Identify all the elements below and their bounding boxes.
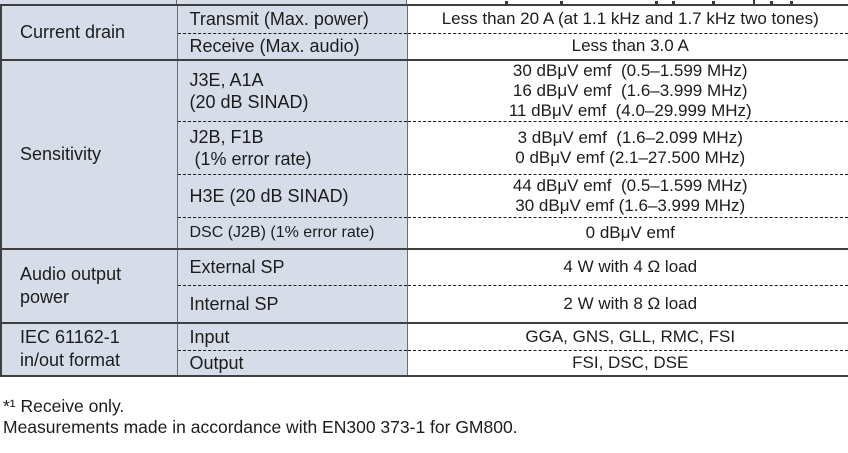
table-row: Current drain Transmit (Max. power) Less… (1, 5, 848, 60)
cropped-row-remnant (0, 0, 848, 4)
footnotes: *¹ Receive only. Measurements made in ac… (3, 396, 518, 438)
column-divider-fragment (176, 0, 177, 4)
spec-value-h3e: 44 dBμV emf (0.5–1.599 MHz) 30 dBμV emf … (407, 174, 848, 218)
table-row: J2B, F1B (1% error rate) 3 dBμV emf (1.6… (1, 121, 848, 175)
column-divider-fragment (406, 0, 407, 4)
table-row: Output FSI, DSC, DSE (1, 350, 848, 376)
category-cell-audio-output-power: Audio output power (1, 247, 178, 323)
specifications-table: Current drain Transmit (Max. power) Less… (0, 4, 848, 377)
spec-label-j2b-f1b: J2B, F1B (1% error rate) (177, 121, 408, 175)
glyph-fragment (770, 1, 773, 4)
spec-label-receive: Receive (Max. audio) (177, 33, 408, 60)
table-row: IEC 61162-1 in/out format Input GGA, GNS… (1, 321, 848, 376)
table-row: DSC (J2B) (1% error rate) 0 dBμV emf (1, 217, 848, 249)
glyph-fragment (712, 1, 715, 4)
table-row: Receive (Max. audio) Less than 3.0 A (1, 33, 848, 60)
spec-label-external-sp: External SP (177, 247, 408, 286)
spec-value-dsc: 0 dBμV emf (407, 217, 848, 249)
table-row: H3E (20 dB SINAD) 44 dBμV emf (0.5–1.599… (1, 174, 848, 218)
spec-value-j3e-a1a: 30 dBμV emf (0.5–1.599 MHz) 16 dBμV emf … (407, 59, 848, 122)
spec-value-input: GGA, GNS, GLL, RMC, FSI (407, 321, 848, 351)
spec-value-j2b-f1b: 3 dBμV emf (1.6–2.099 MHz) 0 dBμV emf (2… (407, 121, 848, 175)
spec-label-dsc: DSC (J2B) (1% error rate) (177, 217, 408, 249)
table-row: Internal SP 2 W with 8 Ω load (1, 285, 848, 323)
glyph-fragment (560, 1, 563, 4)
spec-label-h3e: H3E (20 dB SINAD) (177, 174, 408, 218)
footnote-receive-only: *¹ Receive only. (3, 396, 125, 416)
spec-value-external-sp: 4 W with 4 Ω load (407, 247, 848, 286)
category-cell-sensitivity: Sensitivity (1, 59, 178, 249)
spec-value-internal-sp: 2 W with 8 Ω load (407, 285, 848, 323)
spec-label-internal-sp: Internal SP (177, 285, 408, 323)
spec-label-j3e-a1a: J3E, A1A (20 dB SINAD) (177, 59, 408, 122)
spec-label-output: Output (177, 350, 408, 376)
category-cell-iec-61162-1: IEC 61162-1 in/out format (1, 321, 178, 376)
spec-value-transmit: Less than 20 A (at 1.1 kHz and 1.7 kHz t… (407, 5, 848, 34)
spec-label-input: Input (177, 321, 408, 351)
spec-value-receive: Less than 3.0 A (407, 33, 848, 60)
spec-label-transmit: Transmit (Max. power) (177, 5, 408, 34)
glyph-fragment (672, 1, 675, 4)
footnote-measurements: Measurements made in accordance with EN3… (3, 417, 518, 437)
glyph-fragment (790, 1, 793, 4)
glyph-fragment (505, 1, 508, 4)
spec-value-output: FSI, DSC, DSE (407, 350, 848, 376)
column-divider-fragment (753, 0, 755, 4)
category-cell-current-drain: Current drain (1, 5, 178, 60)
cropped-cell-background (0, 0, 406, 4)
glyph-fragment (655, 1, 658, 4)
table-row: Audio output power External SP 4 W with … (1, 247, 848, 323)
table-row: Sensitivity J3E, A1A (20 dB SINAD) 30 dB… (1, 59, 848, 249)
